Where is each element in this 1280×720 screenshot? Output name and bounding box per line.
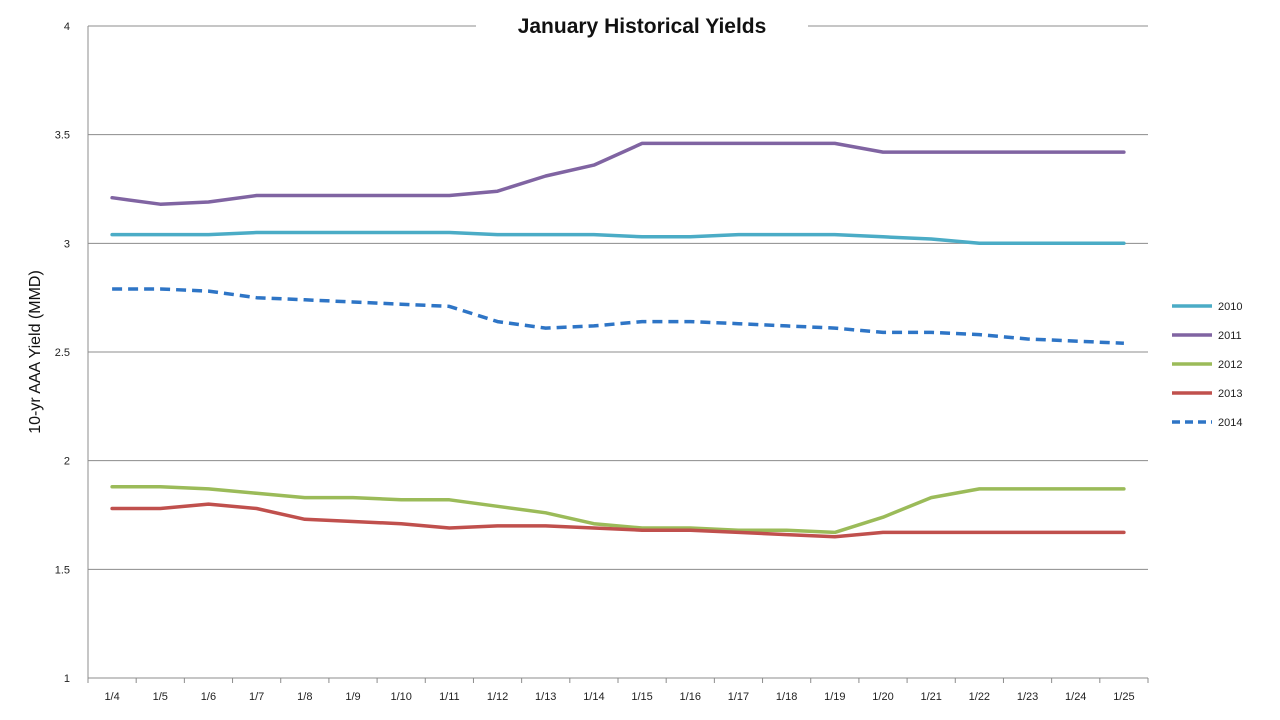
x-tick-label: 1/18 — [776, 691, 797, 703]
x-tick-label: 1/9 — [345, 691, 360, 703]
x-tick-label: 1/8 — [297, 691, 312, 703]
y-tick-label: 3 — [64, 238, 70, 250]
series-lines — [110, 141, 1126, 539]
legend: 2010 2011 2012 2013 2014 — [1172, 301, 1242, 429]
x-tick-label: 1/19 — [824, 691, 845, 703]
series-line-2013 — [110, 502, 1126, 539]
x-tick-label: 1/22 — [969, 691, 990, 703]
x-tick-label: 1/15 — [631, 691, 652, 703]
x-tick-label: 1/6 — [201, 691, 216, 703]
y-tick-labels: 1 1.5 2 2.5 3 3.5 4 — [55, 21, 70, 685]
y-tick-label: 2 — [64, 456, 70, 468]
y-tick-label: 2.5 — [55, 347, 70, 359]
legend-label: 2014 — [1218, 417, 1242, 429]
y-tick-label: 1 — [64, 673, 70, 685]
legend-label: 2012 — [1218, 359, 1242, 371]
series-line-2014 — [112, 287, 1124, 346]
series-line-2010 — [110, 230, 1126, 246]
x-tick-label: 1/4 — [104, 691, 119, 703]
x-tick-label: 1/25 — [1113, 691, 1134, 703]
x-tick-labels: 1/4 1/5 1/6 1/7 1/8 1/9 1/10 1/11 1/12 1/13 1/14 1/… — [87, 678, 1149, 703]
x-tick-label: 1/16 — [680, 691, 701, 703]
x-tick-label: 1/21 — [920, 691, 941, 703]
legend-label: 2010 — [1218, 301, 1242, 313]
x-tick-label: 1/12 — [487, 691, 508, 703]
x-tick-label: 1/14 — [583, 691, 604, 703]
x-tick-label: 1/23 — [1017, 691, 1038, 703]
x-tick-label: 1/13 — [535, 691, 556, 703]
chart-title: January Historical Yields — [518, 15, 767, 38]
x-tick-label: 1/11 — [439, 691, 460, 703]
y-tick-label: 3.5 — [55, 130, 70, 142]
series-line-2011 — [110, 141, 1126, 206]
x-tick-label: 1/17 — [728, 691, 749, 703]
x-tick-label: 1/7 — [249, 691, 264, 703]
legend-label: 2011 — [1218, 330, 1242, 342]
legend-label: 2013 — [1218, 388, 1242, 400]
x-tick-label: 1/20 — [872, 691, 893, 703]
y-tick-label: 4 — [64, 21, 70, 33]
x-tick-label: 1/24 — [1065, 691, 1086, 703]
series-line-2012 — [110, 484, 1126, 535]
y-axis-label: 10-yr AAA Yield (MMD) — [27, 270, 44, 434]
title-background — [476, 8, 808, 44]
x-tick-label: 1/10 — [390, 691, 411, 703]
x-tick-label: 1/5 — [153, 691, 168, 703]
y-tick-label: 1.5 — [55, 564, 70, 576]
